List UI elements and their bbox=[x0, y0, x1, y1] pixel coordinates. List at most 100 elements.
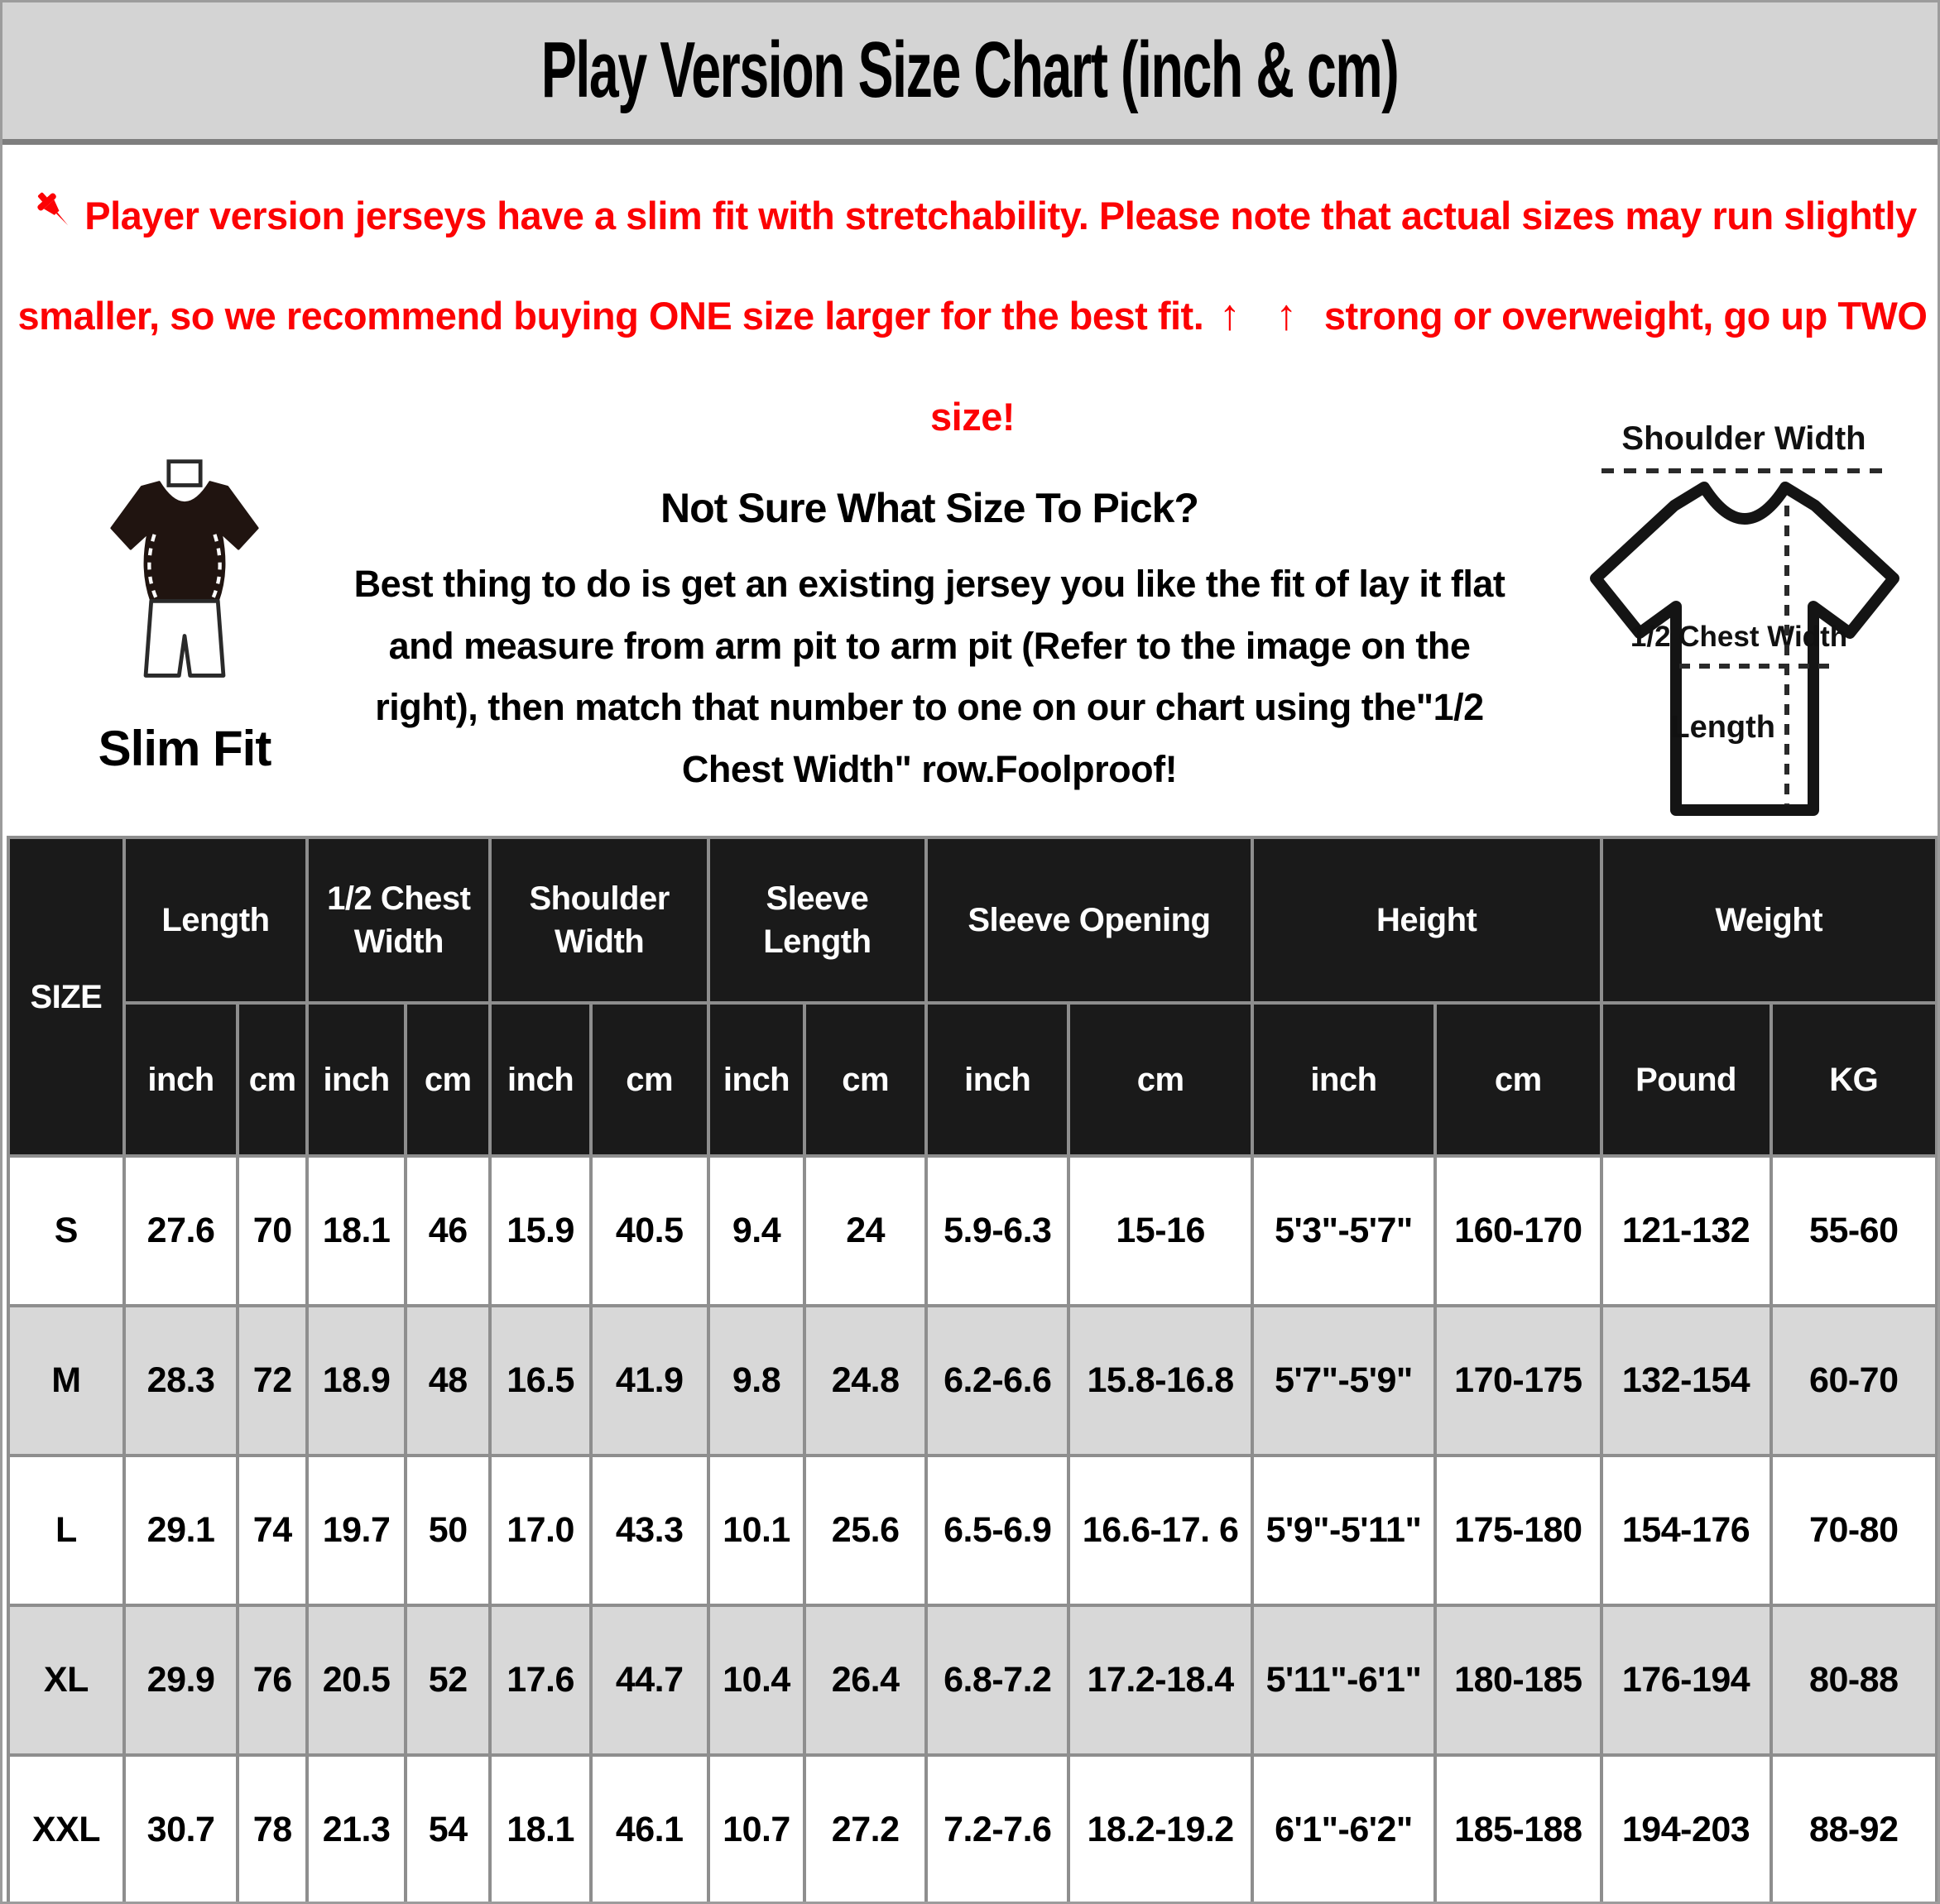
unit-header: inch bbox=[924, 1001, 1071, 1158]
measurement-cell: 27.2 bbox=[803, 1753, 929, 1902]
measurement-cell: 18.9 bbox=[305, 1304, 407, 1457]
measurement-cell: 46 bbox=[403, 1154, 492, 1307]
size-label-cell: XXL bbox=[7, 1753, 126, 1902]
unit-header: inch bbox=[305, 1001, 407, 1158]
table-row: M 28.3 72 18.9 48 16.5 41.9 9.8 24.8 6.2-6.6 15.8-… bbox=[7, 1304, 1938, 1457]
measurement-cell: 5'3"-5'7" bbox=[1250, 1154, 1438, 1307]
measuring-guide: Not Sure What Size To Pick? Best thing t… bbox=[334, 484, 1525, 801]
measurement-cell: 10.1 bbox=[706, 1454, 807, 1607]
pushpin-icon bbox=[37, 192, 69, 226]
measurement-cell: 88-92 bbox=[1769, 1753, 1938, 1902]
unit-header: inch bbox=[122, 1001, 240, 1158]
unit-header: cm bbox=[803, 1001, 929, 1158]
measurement-cell: 154-176 bbox=[1599, 1454, 1773, 1607]
measurement-cell: 48 bbox=[403, 1304, 492, 1457]
measurement-cell: 6.5-6.9 bbox=[924, 1454, 1071, 1607]
shoulder-width-label: Shoulder Width bbox=[1621, 420, 1866, 457]
notice-text-after: strong or overweight, go up TWO size! bbox=[930, 294, 1928, 439]
group-header: Sleeve Opening bbox=[924, 836, 1254, 1005]
measurement-cell: 24.8 bbox=[803, 1304, 929, 1457]
measurement-cell: 50 bbox=[403, 1454, 492, 1607]
measurement-cell: 43.3 bbox=[588, 1454, 710, 1607]
table-row: S 27.6 70 18.1 46 15.9 40.5 9.4 24 5.9-6.3 15-16 5'… bbox=[7, 1154, 1938, 1307]
measurement-cell: 6.2-6.6 bbox=[924, 1304, 1071, 1457]
measurement-cell: 15-16 bbox=[1067, 1154, 1254, 1307]
size-table-header: SIZE Length 1/2 Chest Width Shoulder Width S… bbox=[7, 836, 1938, 1158]
measurement-cell: 70-80 bbox=[1769, 1454, 1938, 1607]
notice-text-before: Player version jerseys have a slim fit w… bbox=[17, 194, 1918, 338]
group-header: Height bbox=[1250, 836, 1603, 1005]
measurement-cell: 121-132 bbox=[1599, 1154, 1773, 1307]
measurement-cell: 7.2-7.6 bbox=[924, 1753, 1071, 1902]
measurement-cell: 29.1 bbox=[122, 1454, 240, 1607]
measurement-cell: 160-170 bbox=[1433, 1154, 1603, 1307]
measurement-cell: 41.9 bbox=[588, 1304, 710, 1457]
measurement-cell: 52 bbox=[403, 1604, 492, 1757]
measurement-cell: 6.8-7.2 bbox=[924, 1604, 1071, 1757]
unit-header: inch bbox=[1250, 1001, 1438, 1158]
group-header: Length bbox=[122, 836, 310, 1005]
measurement-cell: 76 bbox=[236, 1604, 310, 1757]
group-header: Weight bbox=[1599, 836, 1938, 1005]
slim-fit-figure-icon bbox=[110, 459, 259, 678]
table-row: L 29.1 74 19.7 50 17.0 43.3 10.1 25.6 6.5-6.9 16.6… bbox=[7, 1454, 1938, 1607]
unit-header: cm bbox=[1433, 1001, 1603, 1158]
measurement-cell: 17.2-18.4 bbox=[1067, 1604, 1254, 1757]
measurement-cell: 9.8 bbox=[706, 1304, 807, 1457]
measurement-cell: 20.5 bbox=[305, 1604, 407, 1757]
measurement-cell: 25.6 bbox=[803, 1454, 929, 1607]
measurement-cell: 70 bbox=[236, 1154, 310, 1307]
measurement-cell: 27.6 bbox=[122, 1154, 240, 1307]
measurement-cell: 9.4 bbox=[706, 1154, 807, 1307]
size-label-cell: XL bbox=[7, 1604, 126, 1757]
measurement-cell: 55-60 bbox=[1769, 1154, 1938, 1307]
measurement-cell: 80-88 bbox=[1769, 1604, 1938, 1757]
measurement-cell: 17.0 bbox=[488, 1454, 593, 1607]
measurement-cell: 74 bbox=[236, 1454, 310, 1607]
size-label-cell: M bbox=[7, 1304, 126, 1457]
measurement-cell: 78 bbox=[236, 1753, 310, 1902]
length-label: Length bbox=[1670, 710, 1775, 745]
measurement-cell: 176-194 bbox=[1599, 1604, 1773, 1757]
size-table-body: S 27.6 70 18.1 46 15.9 40.5 9.4 24 5.9-6.3 15-16 5'… bbox=[7, 1154, 1938, 1902]
measurement-cell: 19.7 bbox=[305, 1454, 407, 1607]
page-title: Play Version Size Chart (inch & cm) bbox=[541, 26, 1400, 115]
table-row: XL 29.9 76 20.5 52 17.6 44.7 10.4 26.4 6.8-7.2 17.… bbox=[7, 1604, 1938, 1757]
half-chest-width-label: 1/2 Chest Width bbox=[1630, 621, 1847, 653]
table-row: XXL 30.7 78 21.3 54 18.1 46.1 10.7 27.2 7.2-7.6 18… bbox=[7, 1753, 1938, 1902]
measurement-cell: 175-180 bbox=[1433, 1454, 1603, 1607]
measurement-cell: 18.1 bbox=[305, 1154, 407, 1307]
measurement-cell: 54 bbox=[403, 1753, 492, 1902]
unit-header: KG bbox=[1769, 1001, 1938, 1158]
measurement-cell: 16.5 bbox=[488, 1304, 593, 1457]
measurement-cell: 44.7 bbox=[588, 1604, 710, 1757]
measurement-cell: 10.4 bbox=[706, 1604, 807, 1757]
measurement-cell: 180-185 bbox=[1433, 1604, 1603, 1757]
measurement-cell: 29.9 bbox=[122, 1604, 240, 1757]
unit-header: Pound bbox=[1599, 1001, 1773, 1158]
up-arrow-icon: ↑ ↑ bbox=[1218, 291, 1309, 340]
measurement-cell: 18.1 bbox=[488, 1753, 593, 1902]
measurement-cell: 15.8-16.8 bbox=[1067, 1304, 1254, 1457]
measurement-cell: 40.5 bbox=[588, 1154, 710, 1307]
measurement-cell: 194-203 bbox=[1599, 1753, 1773, 1902]
unit-header: inch bbox=[706, 1001, 807, 1158]
group-header: Shoulder Width bbox=[488, 836, 710, 1005]
unit-header: cm bbox=[236, 1001, 310, 1158]
measurement-cell: 170-175 bbox=[1433, 1304, 1603, 1457]
group-header: 1/2 Chest Width bbox=[305, 836, 492, 1005]
measurement-cell: 26.4 bbox=[803, 1604, 929, 1757]
measurement-cell: 5'11"-6'1" bbox=[1250, 1604, 1438, 1757]
slim-fit-figure: Slim Fit bbox=[60, 453, 309, 777]
measurement-cell: 60-70 bbox=[1769, 1304, 1938, 1457]
measurement-cell: 15.9 bbox=[488, 1154, 593, 1307]
size-label-cell: L bbox=[7, 1454, 126, 1607]
measurement-cell: 132-154 bbox=[1599, 1304, 1773, 1457]
measurement-cell: 10.7 bbox=[706, 1753, 807, 1902]
guide-heading: Not Sure What Size To Pick? bbox=[660, 485, 1199, 531]
measurement-cell: 21.3 bbox=[305, 1753, 407, 1902]
unit-header: cm bbox=[403, 1001, 492, 1158]
slim-fit-label: Slim Fit bbox=[98, 721, 272, 776]
measurement-cell: 185-188 bbox=[1433, 1753, 1603, 1902]
